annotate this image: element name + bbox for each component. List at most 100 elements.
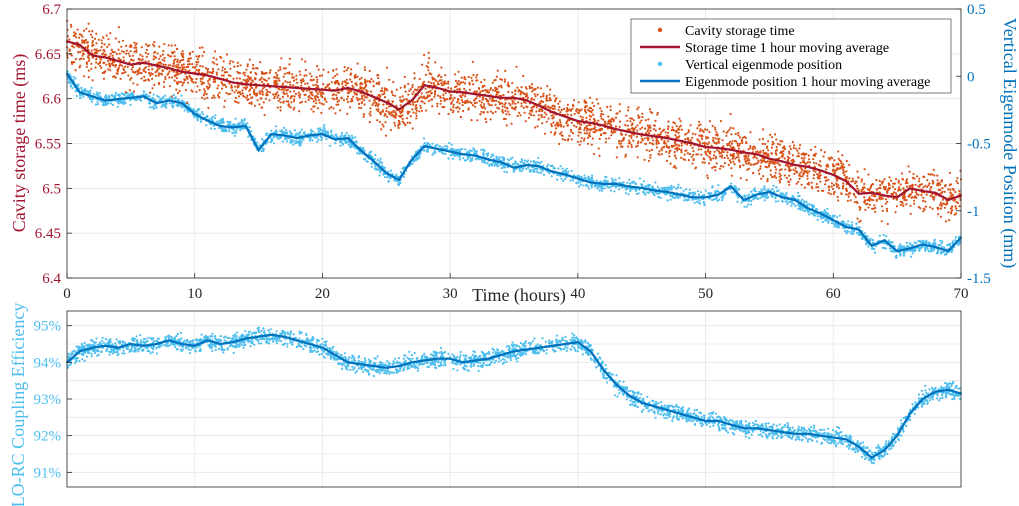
storage-time-point [408,121,412,124]
storage-time-point [606,122,609,125]
eigenmode-point [234,117,237,120]
storage-time-point [227,93,230,96]
eigenmode-point [812,214,816,217]
storage-time-point [264,97,267,100]
storage-time-point [274,71,278,74]
storage-time-point [787,150,791,153]
storage-time-point [787,180,791,184]
eigenmode-point [488,163,491,166]
storage-time-point [546,85,549,88]
storage-time-point [496,69,499,72]
eigenmode-point [652,192,655,195]
eigenmode-point [248,126,251,129]
eigenmode-point [580,176,583,179]
storage-time-point [913,199,916,202]
storage-time-point [627,139,631,142]
eigenmode-point [911,252,914,255]
storage-time-point [725,131,728,134]
storage-time-point [157,81,160,85]
eigenmode-point [527,166,530,169]
eigenmode-point [905,241,908,244]
eigenmode-point [826,212,829,215]
storage-time-point [233,91,236,94]
storage-time-point [535,106,538,109]
eigenmode-point [240,118,243,121]
eigenmode-point [239,129,242,132]
eigenmode-point [626,181,629,184]
storage-time-point [522,74,525,78]
eigenmode-point [90,100,93,103]
storage-time-point [789,178,792,181]
eigenmode-point [669,198,672,201]
storage-time-point [812,158,815,161]
storage-time-point [666,127,670,131]
storage-time-point [863,168,866,171]
storage-time-point [186,63,189,66]
storage-time-point [127,52,130,55]
eigenmode-point [76,84,80,87]
eigenmode-point [587,176,590,179]
eigenmode-point [747,203,750,206]
storage-time-point [164,76,167,79]
storage-time-point [248,102,251,105]
storage-time-point [112,64,115,67]
eigenmode-point [206,114,209,117]
eigenmode-point [878,234,881,237]
eigenmode-point [124,101,127,105]
storage-time-point [205,92,208,96]
storage-time-point [364,78,367,81]
storage-time-point [427,51,430,54]
storage-time-point [505,113,508,116]
storage-time-point [630,124,633,127]
eigenmode-point [89,98,92,101]
eigenmode-point [284,131,287,135]
eigenmode-point [845,231,848,234]
eigenmode-point [785,192,788,195]
storage-time-point [629,120,632,123]
storage-time-point [158,67,161,70]
eigenmode-point [891,241,894,244]
eigenmode-point [363,158,366,161]
storage-time-point [454,73,457,76]
eigenmode-point [114,94,117,97]
eigenmode-point [816,218,819,221]
storage-time-point [582,139,586,142]
eigenmode-point [223,130,226,133]
storage-time-point [131,66,134,69]
eigenmode-point [303,131,306,134]
storage-time-point [549,88,552,91]
eigenmode-point [892,250,895,253]
eigenmode-point [830,222,834,225]
storage-time-point [517,101,520,104]
storage-time-point [609,109,612,112]
storage-time-point [106,45,109,49]
eigenmode-point [302,138,305,141]
storage-time-point [407,82,410,86]
eigenmode-point [377,168,380,172]
storage-time-point [215,71,218,74]
eigenmode-point [629,188,632,191]
storage-time-point [922,186,925,189]
storage-time-point [220,56,223,59]
storage-time-point [315,102,318,105]
storage-time-point [381,110,384,113]
storage-time-point [888,184,891,187]
eigenmode-point [894,256,897,259]
storage-time-point [322,103,325,106]
storage-time-point [901,201,904,205]
eigenmode-point [843,229,846,232]
storage-time-point [639,127,642,130]
storage-time-point [236,65,239,68]
storage-time-point [592,117,596,121]
storage-time-point [847,193,850,196]
storage-time-point [149,91,152,94]
storage-time-point [813,173,816,177]
eigenmode-point [450,148,453,151]
storage-time-point [456,101,459,104]
storage-time-point [578,143,581,146]
eigenmode-point [670,188,673,191]
storage-time-point [769,173,773,176]
storage-time-point [630,134,633,138]
eigenmode-point [96,103,100,106]
storage-time-point [207,79,210,82]
